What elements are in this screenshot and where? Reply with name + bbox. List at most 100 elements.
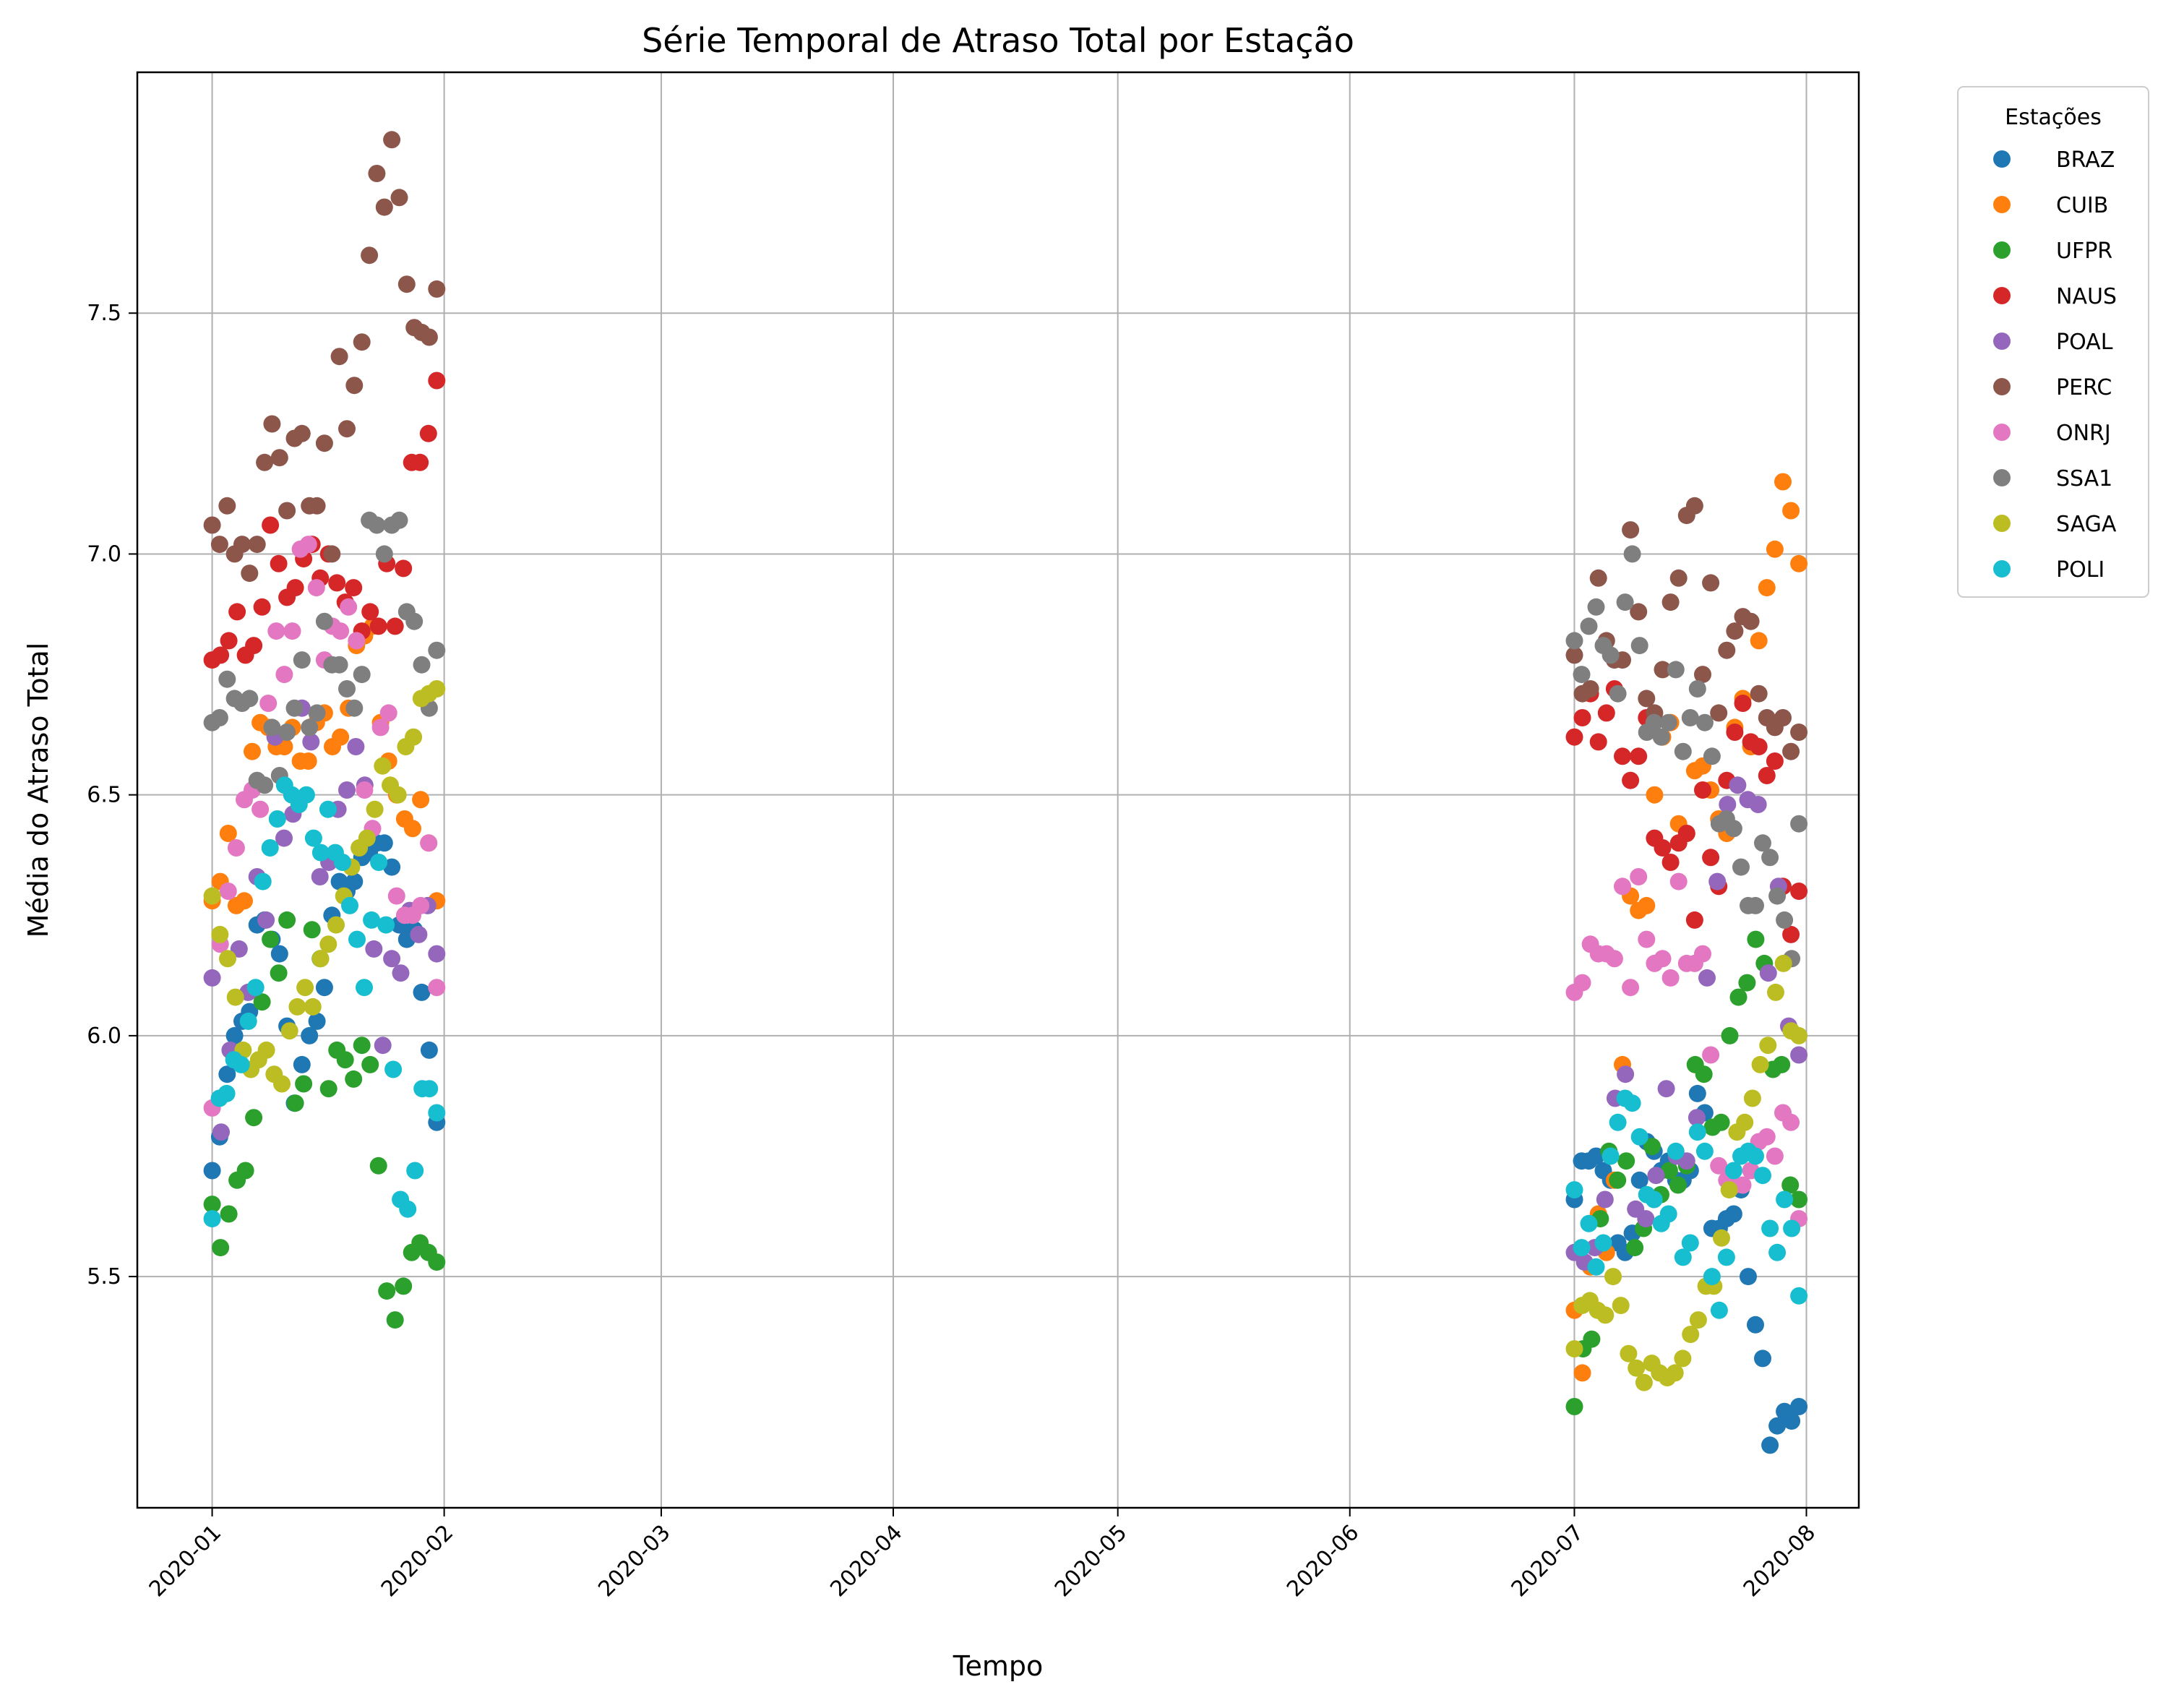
data-point xyxy=(413,983,431,1001)
data-point xyxy=(410,925,428,943)
legend-marker xyxy=(1993,150,2011,168)
data-point xyxy=(232,1055,250,1073)
data-point xyxy=(386,617,404,635)
data-point xyxy=(1768,1243,1787,1261)
legend-label: NAUS xyxy=(2056,284,2117,309)
data-point xyxy=(275,829,293,847)
data-point xyxy=(389,786,407,804)
data-point xyxy=(405,612,424,630)
y-tick-label: 5.5 xyxy=(87,1264,121,1289)
legend-box xyxy=(1957,86,2149,598)
data-point xyxy=(1790,1398,1808,1415)
series-saga xyxy=(203,680,1808,1391)
data-point xyxy=(1695,1065,1713,1083)
data-point xyxy=(218,670,236,688)
data-point xyxy=(1768,887,1787,905)
data-point xyxy=(1617,1152,1635,1170)
data-point xyxy=(341,896,358,914)
data-point xyxy=(365,940,383,958)
legend-label: POLI xyxy=(2056,557,2105,583)
legend-marker xyxy=(1993,332,2011,350)
data-point xyxy=(1674,1349,1692,1368)
data-point xyxy=(1773,1055,1791,1073)
data-point xyxy=(263,718,281,737)
data-point xyxy=(1766,752,1784,770)
data-point xyxy=(356,781,374,799)
data-point xyxy=(278,911,296,929)
data-point xyxy=(1710,1156,1728,1175)
data-point xyxy=(315,434,333,452)
data-point xyxy=(1702,574,1720,592)
data-point xyxy=(212,1239,230,1257)
data-point xyxy=(345,377,364,395)
data-point xyxy=(1635,1373,1653,1391)
data-point xyxy=(420,834,438,852)
chart-title: Série Temporal de Atraso Total por Estaç… xyxy=(642,21,1354,60)
data-point xyxy=(1738,974,1756,992)
data-point xyxy=(428,641,446,659)
data-point xyxy=(404,820,421,838)
data-point xyxy=(299,752,317,770)
legend: Estações BRAZ CUIB UFPR NAUS POAL PERC ONRJ SSA… xyxy=(1957,86,2149,598)
data-point xyxy=(1790,815,1808,833)
data-point xyxy=(1587,598,1605,616)
data-point xyxy=(297,786,315,804)
data-point xyxy=(1688,680,1706,698)
data-point xyxy=(1614,747,1631,765)
data-point xyxy=(348,632,366,650)
legend-marker xyxy=(1993,241,2011,259)
data-point xyxy=(1732,858,1750,876)
data-point xyxy=(1694,781,1711,799)
data-point xyxy=(1734,695,1752,712)
data-point xyxy=(1681,709,1699,726)
data-point xyxy=(330,656,348,674)
data-point xyxy=(1694,666,1711,684)
data-point xyxy=(428,280,446,298)
data-point xyxy=(1790,1190,1808,1209)
data-point xyxy=(395,559,413,578)
data-point xyxy=(301,1026,319,1044)
data-point xyxy=(1589,733,1607,751)
data-point xyxy=(366,800,384,818)
data-point xyxy=(1637,1210,1655,1228)
data-point xyxy=(1659,713,1677,731)
data-point xyxy=(1654,839,1672,857)
data-point xyxy=(210,536,228,554)
data-point xyxy=(212,1123,230,1141)
data-point xyxy=(268,810,286,828)
data-point xyxy=(390,511,408,529)
data-point xyxy=(1783,1219,1801,1237)
data-point xyxy=(319,1080,338,1098)
data-point xyxy=(1660,1162,1678,1180)
data-point xyxy=(1669,569,1688,587)
data-point xyxy=(1616,593,1634,611)
data-point xyxy=(1630,603,1648,621)
data-point xyxy=(1790,1026,1808,1044)
data-point xyxy=(218,497,236,515)
data-point xyxy=(1630,637,1648,655)
data-point xyxy=(256,453,274,471)
data-point xyxy=(218,1084,236,1102)
data-point xyxy=(1740,1268,1757,1286)
data-point xyxy=(315,979,333,997)
data-point xyxy=(1712,1113,1730,1131)
data-point xyxy=(261,839,279,857)
data-point xyxy=(239,1012,257,1030)
data-point xyxy=(226,988,244,1006)
data-point xyxy=(1674,1248,1692,1266)
data-point xyxy=(1630,1128,1648,1146)
data-point xyxy=(236,892,253,910)
data-point xyxy=(1573,1239,1591,1257)
data-point xyxy=(319,800,337,818)
data-point xyxy=(246,979,265,997)
data-point xyxy=(1602,646,1620,664)
data-point xyxy=(336,1051,354,1069)
data-point xyxy=(1695,713,1714,731)
data-point xyxy=(230,940,248,958)
data-point xyxy=(1667,661,1685,679)
data-point xyxy=(347,738,365,755)
data-point xyxy=(1654,661,1672,679)
data-point xyxy=(1609,685,1627,703)
data-point xyxy=(245,1109,263,1127)
data-point xyxy=(1768,1417,1787,1435)
